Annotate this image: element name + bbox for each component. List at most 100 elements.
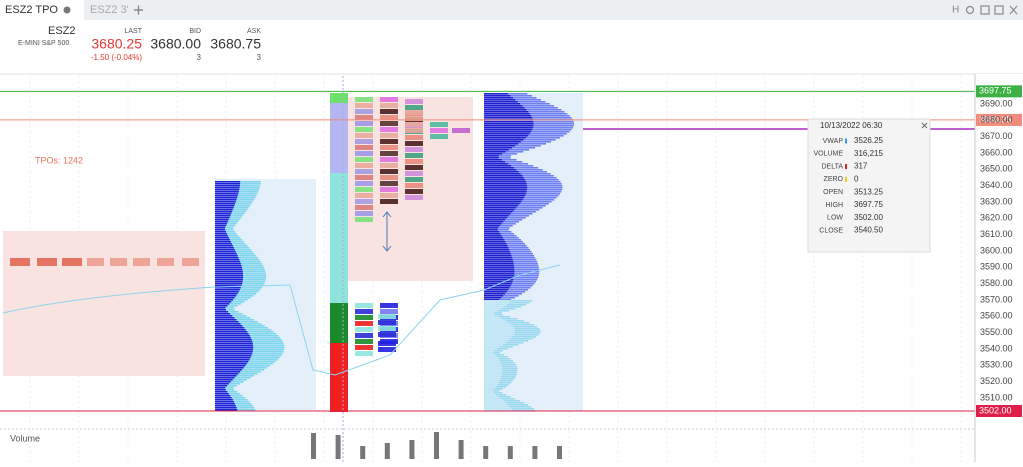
tooltip-label: DELTA [821,163,843,170]
profile-bar [215,273,244,275]
tpo-block [430,122,448,127]
profile-bar [484,392,495,394]
profile-bar [215,257,239,259]
tpo-block [87,258,104,266]
tpo-block [355,217,373,222]
profile-bar [484,261,514,263]
profile-bar [484,149,509,151]
tpo-block [355,339,373,344]
profile-bar [484,103,521,105]
profile-bar [484,145,516,147]
profile-bar [215,215,231,217]
profile-bar [215,265,242,267]
tpo-block [355,169,373,174]
tpo-block [355,333,373,338]
volume-title: Volume [10,433,40,443]
tooltip-value: 0 [854,175,859,184]
profile-bar [484,213,511,215]
volume-bar [557,446,562,459]
last-label: LAST [124,28,142,35]
tab-label[interactable]: ESZ2 TPO [5,4,58,16]
profile-bar [484,199,523,201]
tpo-block [355,97,373,102]
profile-bar [484,408,512,410]
profile-bar [215,203,236,205]
value-area [330,97,473,281]
profile-bar [215,383,229,385]
profile-bar [215,253,237,255]
profile-bar [484,394,497,396]
settings-icon[interactable] [965,5,975,15]
price-tag: 3502.00 [979,405,1012,415]
close-icon[interactable] [1009,5,1018,15]
profile-bar [215,255,238,257]
profile-bar [484,382,499,384]
profile-bar [215,291,239,293]
tpo-block [355,321,373,326]
profile-bar [215,403,235,405]
layout-icon[interactable] [980,5,990,15]
profile-bar [484,221,504,223]
profile-bar [215,321,239,323]
profile-bar [215,391,228,393]
tpo-block [355,151,373,156]
tpo-block [355,145,373,150]
tab-label[interactable]: ESZ2 3' [90,4,129,16]
tab-bar [0,0,1023,20]
profile-bar [215,221,228,223]
tpo-block [355,139,373,144]
price-tag: 3697.75 [979,86,1012,96]
profile-bar [215,387,226,389]
profile-bar [215,361,249,363]
tpo-block [380,103,398,108]
tpo-block [405,99,423,104]
tpo-block [405,147,423,152]
tab-active[interactable] [0,0,84,20]
tooltip-close[interactable] [921,122,928,129]
tpo-block [405,183,423,188]
profile-bar [484,163,509,165]
price-tick: 3600.00 [980,245,1013,255]
tooltip-value: 317 [854,162,868,171]
profile-bar [484,300,511,302]
price-tick: 3620.00 [980,213,1013,223]
add-tab[interactable] [134,5,143,15]
profile-bar [215,211,232,213]
tpo-block [380,163,398,168]
profile-bar [215,213,232,215]
profile-bar [484,299,499,301]
price-tag-bg [976,113,1022,126]
tpo-block [405,110,423,115]
tpo-block [380,169,398,174]
profile-bar [484,342,506,344]
profile-bar [484,235,502,237]
price-tick: 3640.00 [980,180,1013,190]
profile-bar [484,251,511,253]
tpo-column [330,343,348,412]
volume-bar [311,433,316,459]
profile-bar [484,151,506,153]
profile-bar [215,201,236,203]
profile-bar [484,249,510,251]
tpo-block [355,327,373,332]
profile-bar [215,251,236,253]
maximize-icon[interactable] [994,5,1004,15]
profile-bar [215,305,228,307]
tooltip-value: 316,215 [854,149,883,158]
profile-bar [484,259,513,261]
window-button[interactable]: H [952,5,959,16]
profile-bar [484,281,513,283]
profile-bar [484,348,498,350]
profile-bar [484,209,515,211]
profile-bar [484,402,507,404]
tpo-block [355,133,373,138]
profile-bar [484,400,504,402]
profile-bar [215,399,233,401]
profile-bar [484,374,502,376]
profile-bar [484,302,510,304]
tpo-block [380,151,398,156]
profile-bar [215,353,253,355]
profile-bar [484,167,514,169]
profile-bar [215,407,237,409]
profile-bar [484,356,497,358]
